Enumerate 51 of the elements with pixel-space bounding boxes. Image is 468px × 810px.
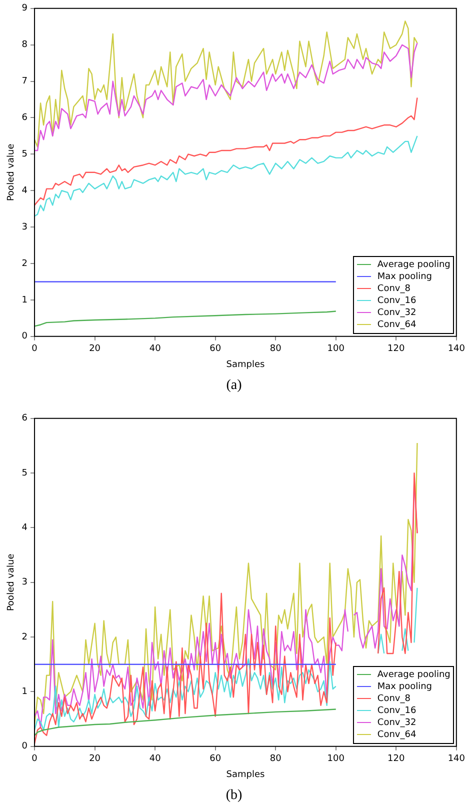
y-tick-label: 0 xyxy=(22,742,28,752)
x-axis-title: Samples xyxy=(226,770,265,780)
x-tick-label: 100 xyxy=(327,754,345,764)
legend-label: Conv_8 xyxy=(376,283,412,296)
x-tick-label: 0 xyxy=(32,344,38,354)
x-tick-label: 20 xyxy=(89,754,101,764)
legend-label: Conv_16 xyxy=(376,295,418,308)
legend-label: Conv_32 xyxy=(376,307,418,320)
x-tick-label: 140 xyxy=(448,344,466,354)
x-tick-label: 120 xyxy=(388,344,405,354)
y-tick-label: 1 xyxy=(22,295,28,306)
legend-label: Average pooling xyxy=(376,669,450,682)
y-tick-label: 3 xyxy=(22,222,28,232)
y-tick-label: 3 xyxy=(22,578,28,588)
x-tick-label: 140 xyxy=(448,754,466,764)
y-axis-title: Pooled value xyxy=(6,553,17,612)
x-axis-title: Samples xyxy=(226,360,265,370)
x-tick-label: 20 xyxy=(89,344,101,354)
y-tick-label: 5 xyxy=(22,468,28,478)
legend-label: Conv_64 xyxy=(376,729,418,742)
text: (a) xyxy=(225,378,243,394)
legend-label: Conv_32 xyxy=(376,717,418,730)
x-tick-label: 40 xyxy=(149,754,162,764)
y-tick-label: 2 xyxy=(22,632,28,642)
legend-label: Conv_8 xyxy=(376,693,412,706)
x-tick-label: 40 xyxy=(149,344,162,354)
x-tick-label: 100 xyxy=(327,344,345,354)
y-tick-label: 9 xyxy=(22,4,28,14)
y-axis-title: Pooled value xyxy=(6,143,17,202)
x-tick-label: 80 xyxy=(270,344,282,354)
y-tick-label: 4 xyxy=(22,186,28,196)
y-tick-label: 4 xyxy=(22,523,28,534)
x-tick-label: 60 xyxy=(210,754,222,764)
y-tick-label: 0 xyxy=(22,332,28,342)
legend-label: Conv_16 xyxy=(376,705,418,718)
y-tick-label: 8 xyxy=(22,40,28,50)
y-tick-label: 6 xyxy=(22,113,28,124)
legend-label: Max pooling xyxy=(376,681,434,694)
legend-label: Average pooling xyxy=(376,259,450,272)
x-tick-label: 60 xyxy=(210,344,222,354)
y-tick-label: 7 xyxy=(22,76,28,87)
x-tick-label: 120 xyxy=(388,754,405,764)
y-tick-label: 2 xyxy=(22,258,28,269)
text: (b) xyxy=(224,788,244,804)
legend-label: Conv_64 xyxy=(376,319,418,332)
y-tick-label: 5 xyxy=(22,150,28,160)
x-tick-label: 0 xyxy=(32,754,38,764)
x-tick-label: 80 xyxy=(270,754,282,764)
y-tick-label: 1 xyxy=(22,687,28,698)
y-tick-label: 6 xyxy=(22,414,28,424)
legend-label: Max pooling xyxy=(376,271,434,284)
